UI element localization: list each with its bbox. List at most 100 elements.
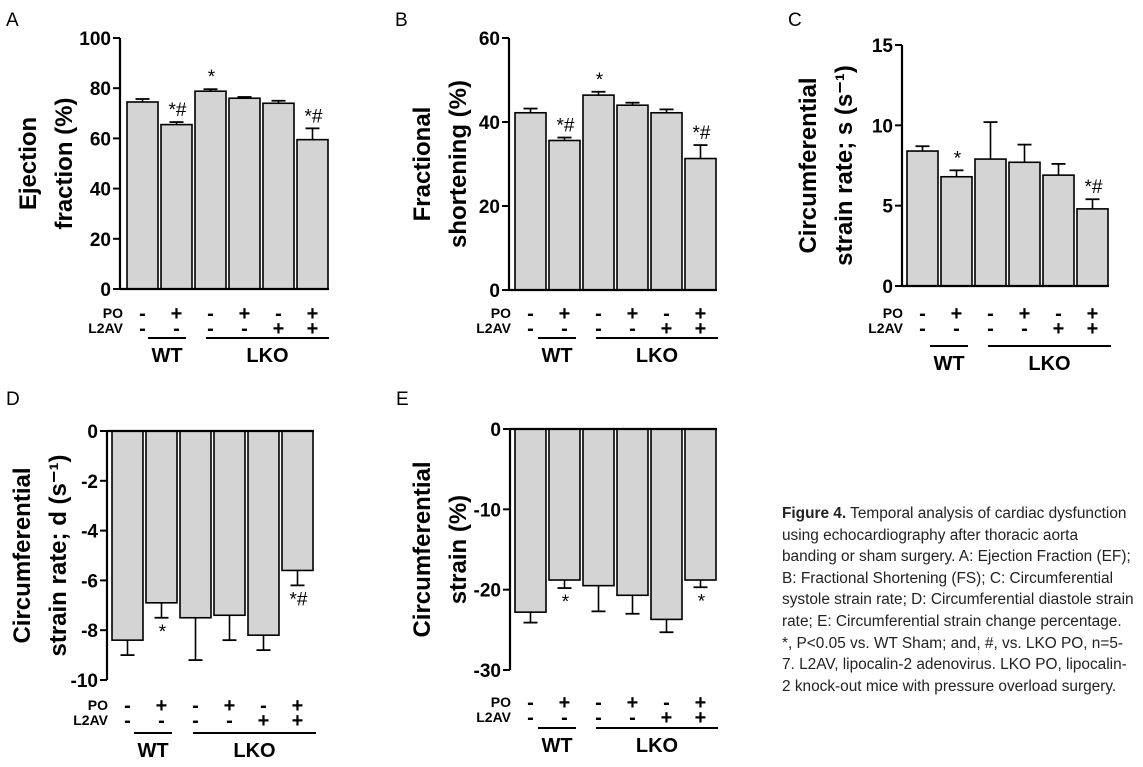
panel-D-po-sign-3: + xyxy=(224,695,236,717)
panel-E-group-label-1: LKO xyxy=(636,735,678,757)
panel-E-ytick-label-0: 0 xyxy=(490,420,501,441)
panel-C-bar-4 xyxy=(1042,174,1075,287)
panel-E-po-sign-0: - xyxy=(527,692,534,714)
panel-C-po-sign-5: + xyxy=(1087,303,1099,325)
panel-A-ytick-label-4: 80 xyxy=(90,79,111,100)
panel-A-bar-1 xyxy=(160,123,193,290)
panel-C-po-sign-3: + xyxy=(1019,303,1031,325)
panel-E-ylabel-0: Circumferential xyxy=(409,461,436,637)
panel-B-row-label-po: PO xyxy=(491,305,511,321)
panel-C-ylabel-1: strain rate; s (s⁻¹) xyxy=(831,65,858,266)
panel-B-group-label-0: WT xyxy=(541,345,572,367)
panel-D-po-sign-4: - xyxy=(260,695,267,717)
panel-B-ytick-label-3: 60 xyxy=(479,29,500,50)
panel-B-bar-3 xyxy=(616,104,649,291)
panel-D-l2av-sign-4: + xyxy=(258,710,270,732)
panel-D-po-sign-0: - xyxy=(124,695,131,717)
panel-D-bar-0 xyxy=(111,430,144,641)
panel-D-annotation-1: * xyxy=(159,622,167,643)
panel-A-l2av-sign-0: - xyxy=(139,318,146,340)
panel-B-annotation-5: *# xyxy=(693,123,711,144)
caption-label: Figure 4. xyxy=(782,505,847,522)
panel-C-l2av-sign-1: - xyxy=(953,318,960,340)
panel-D-l2av-sign-2: - xyxy=(192,710,199,732)
panel-C-bar-1 xyxy=(940,175,973,287)
panel-E-row-label-l2av: L2AV xyxy=(476,709,511,725)
panel-C-ytick-label-3: 15 xyxy=(872,36,894,57)
panel-A-ylabel-0: Ejection xyxy=(15,117,42,210)
panel-D-bar-3 xyxy=(213,430,246,617)
panel-A-ytick-label-2: 40 xyxy=(90,180,111,201)
panel-B-annotation-2: * xyxy=(596,70,604,91)
panel-B-bar-0 xyxy=(514,111,547,291)
figure-caption: Figure 4. Temporal analysis of cardiac d… xyxy=(782,503,1134,697)
panel-B-l2av-sign-1: - xyxy=(561,318,568,340)
panel-A-po-sign-2: - xyxy=(207,303,214,325)
panel-E-po-sign-2: - xyxy=(595,692,602,714)
panel-C-bar-3 xyxy=(1008,161,1041,287)
panel-D-ylabel-1: strain rate; d (s⁻¹) xyxy=(45,454,72,656)
panel-A-po-sign-4: - xyxy=(275,303,282,325)
panel-B-ytick-label-2: 40 xyxy=(479,113,500,134)
panel-A-row-label-l2av: L2AV xyxy=(88,320,123,336)
panel-A-bar-2 xyxy=(194,90,227,290)
panel-D-po-sign-5: + xyxy=(292,695,304,717)
panel-label-D: D xyxy=(6,389,20,410)
panel-label-E: E xyxy=(396,389,409,410)
panel-C-po-sign-1: + xyxy=(951,303,963,325)
panel-C-bar-2 xyxy=(974,158,1007,287)
panel-A-annotation-1: *# xyxy=(169,100,187,121)
panel-B-ytick-label-1: 20 xyxy=(479,197,500,218)
panel-D-l2av-sign-1: - xyxy=(158,710,165,732)
panel-D-bar-5 xyxy=(281,430,314,572)
panel-label-A: A xyxy=(6,10,19,31)
panel-E-l2av-sign-2: - xyxy=(595,707,602,729)
panel-C-group-label-1: LKO xyxy=(1028,353,1070,375)
panel-E-l2av-sign-5: + xyxy=(695,707,707,729)
panel-E-bar-5 xyxy=(684,428,717,581)
panel-E-bar-0 xyxy=(514,428,547,613)
panel-label-C: C xyxy=(788,10,802,31)
panel-D-l2av-sign-0: - xyxy=(124,710,131,732)
panel-A-bar-5 xyxy=(296,138,329,290)
panel-B-l2av-sign-2: - xyxy=(595,318,602,340)
panel-A-l2av-sign-4: + xyxy=(273,318,285,340)
panel-C-po-sign-0: - xyxy=(919,303,926,325)
panel-E-annotation-5: * xyxy=(698,591,706,612)
panel-A-ytick-label-1: 20 xyxy=(90,230,111,251)
panel-A-group-label-0: WT xyxy=(151,345,182,367)
panel-B-l2av-sign-4: + xyxy=(661,318,673,340)
panel-E-po-sign-5: + xyxy=(695,692,707,714)
panel-E-bar-4 xyxy=(650,428,683,621)
panel-B-po-sign-0: - xyxy=(527,303,534,325)
panel-A-po-sign-5: + xyxy=(307,303,319,325)
panel-C-bar-0 xyxy=(906,150,939,287)
panel-A-ylabel-1: fraction (%) xyxy=(51,98,78,230)
panel-D-row-label-l2av: L2AV xyxy=(73,712,108,728)
panel-E-row-label-po: PO xyxy=(491,694,511,710)
panel-A-bar-0 xyxy=(126,101,159,290)
panel-D-l2av-sign-3: - xyxy=(226,710,233,732)
panel-E-po-sign-3: + xyxy=(627,692,639,714)
panel-C-annotation-1: * xyxy=(954,148,962,169)
panel-B-l2av-sign-5: + xyxy=(695,318,707,340)
panel-C-l2av-sign-0: - xyxy=(919,318,926,340)
panel-C-row-label-po: PO xyxy=(883,305,903,321)
panel-A-po-sign-3: + xyxy=(239,303,251,325)
panel-A-ytick-label-3: 60 xyxy=(90,129,111,150)
panel-D-ytick-label-2: -4 xyxy=(81,522,98,543)
panel-D-row-label-po: PO xyxy=(88,697,108,713)
panel-D-ytick-label-1: -2 xyxy=(81,472,98,493)
panel-D-po-sign-1: + xyxy=(156,695,168,717)
panel-B-row-label-l2av: L2AV xyxy=(476,320,511,336)
panel-C-ylabel-0: Circumferential xyxy=(795,77,822,253)
panel-E-bar-2 xyxy=(582,428,615,587)
panel-B-annotation-1: *# xyxy=(557,116,575,137)
panel-B-bar-4 xyxy=(650,111,683,291)
panel-E-po-sign-4: - xyxy=(663,692,670,714)
panel-C-group-label-0: WT xyxy=(933,353,964,375)
panel-D-bar-4 xyxy=(247,430,280,636)
panel-B-po-sign-2: - xyxy=(595,303,602,325)
panel-A-ytick-label-5: 100 xyxy=(79,29,111,50)
